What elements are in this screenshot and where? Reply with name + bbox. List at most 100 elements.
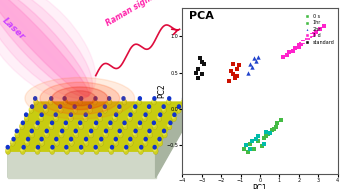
- Ellipse shape: [122, 99, 127, 105]
- Ellipse shape: [63, 99, 68, 105]
- Ellipse shape: [27, 137, 30, 141]
- Point: [300, 41, 306, 44]
- Ellipse shape: [128, 115, 132, 122]
- Ellipse shape: [129, 137, 132, 141]
- Text: PCA: PCA: [189, 11, 213, 21]
- Point: [199, 73, 205, 76]
- Ellipse shape: [104, 132, 106, 135]
- Ellipse shape: [118, 108, 120, 110]
- Ellipse shape: [49, 124, 52, 126]
- Ellipse shape: [36, 146, 40, 149]
- Point: [286, 51, 292, 54]
- Point: [248, 62, 253, 65]
- Ellipse shape: [55, 137, 58, 141]
- Ellipse shape: [51, 146, 54, 149]
- Ellipse shape: [148, 129, 151, 133]
- Point: [312, 32, 317, 35]
- Ellipse shape: [69, 140, 74, 146]
- Ellipse shape: [25, 140, 30, 146]
- Ellipse shape: [169, 121, 172, 125]
- Ellipse shape: [44, 132, 49, 138]
- Ellipse shape: [123, 124, 128, 130]
- Text: Raman signal: Raman signal: [104, 0, 159, 28]
- X-axis label: PC1: PC1: [253, 184, 267, 189]
- Point: [248, 142, 253, 145]
- Point: [281, 55, 286, 58]
- Ellipse shape: [114, 140, 116, 143]
- Ellipse shape: [30, 132, 34, 138]
- Point: [195, 67, 201, 70]
- Point: [261, 136, 267, 139]
- Ellipse shape: [79, 124, 81, 126]
- Ellipse shape: [50, 121, 54, 125]
- Ellipse shape: [50, 148, 55, 154]
- Ellipse shape: [138, 121, 142, 125]
- Polygon shape: [155, 102, 183, 178]
- Ellipse shape: [78, 99, 83, 105]
- Ellipse shape: [74, 129, 77, 133]
- Ellipse shape: [108, 100, 110, 102]
- Ellipse shape: [30, 132, 32, 135]
- Ellipse shape: [79, 146, 83, 149]
- Point: [284, 53, 290, 56]
- Point: [251, 147, 257, 150]
- Ellipse shape: [162, 132, 167, 138]
- Ellipse shape: [52, 87, 108, 110]
- Ellipse shape: [0, 0, 96, 101]
- Ellipse shape: [36, 121, 39, 125]
- Ellipse shape: [34, 99, 38, 105]
- Point: [195, 77, 201, 80]
- Ellipse shape: [114, 140, 118, 146]
- Point: [273, 125, 278, 128]
- Ellipse shape: [107, 99, 112, 105]
- Ellipse shape: [29, 107, 33, 113]
- Point: [263, 130, 269, 133]
- Ellipse shape: [142, 115, 147, 122]
- Ellipse shape: [84, 140, 89, 146]
- Ellipse shape: [15, 129, 18, 133]
- Ellipse shape: [93, 99, 97, 105]
- Ellipse shape: [129, 140, 131, 143]
- Point: [232, 77, 238, 80]
- Ellipse shape: [70, 113, 72, 116]
- Ellipse shape: [98, 115, 103, 122]
- Point: [308, 35, 313, 38]
- Ellipse shape: [44, 107, 48, 113]
- Ellipse shape: [80, 97, 83, 100]
- Ellipse shape: [45, 129, 48, 133]
- Ellipse shape: [137, 100, 139, 102]
- Ellipse shape: [94, 149, 97, 151]
- Point: [279, 118, 284, 121]
- Ellipse shape: [94, 146, 97, 149]
- Ellipse shape: [137, 99, 142, 105]
- Ellipse shape: [83, 115, 88, 122]
- Ellipse shape: [103, 105, 106, 108]
- Ellipse shape: [85, 137, 88, 141]
- Ellipse shape: [84, 116, 86, 118]
- Ellipse shape: [6, 149, 8, 151]
- Ellipse shape: [109, 149, 112, 151]
- Ellipse shape: [54, 115, 59, 122]
- Ellipse shape: [35, 124, 37, 126]
- Ellipse shape: [134, 129, 137, 133]
- Ellipse shape: [50, 149, 53, 151]
- Ellipse shape: [20, 124, 22, 126]
- Ellipse shape: [133, 132, 138, 138]
- Y-axis label: PC2: PC2: [158, 83, 166, 98]
- Text: Laser: Laser: [1, 15, 27, 41]
- Polygon shape: [8, 151, 155, 178]
- Ellipse shape: [148, 105, 151, 108]
- Ellipse shape: [99, 140, 102, 143]
- Ellipse shape: [65, 149, 67, 151]
- Point: [253, 138, 259, 141]
- Ellipse shape: [128, 116, 130, 118]
- Ellipse shape: [48, 99, 53, 105]
- Point: [248, 148, 253, 151]
- Ellipse shape: [152, 121, 155, 125]
- Ellipse shape: [119, 132, 121, 135]
- Ellipse shape: [70, 137, 73, 141]
- Ellipse shape: [139, 149, 141, 151]
- Ellipse shape: [128, 140, 133, 146]
- Point: [228, 70, 234, 73]
- Point: [201, 62, 207, 65]
